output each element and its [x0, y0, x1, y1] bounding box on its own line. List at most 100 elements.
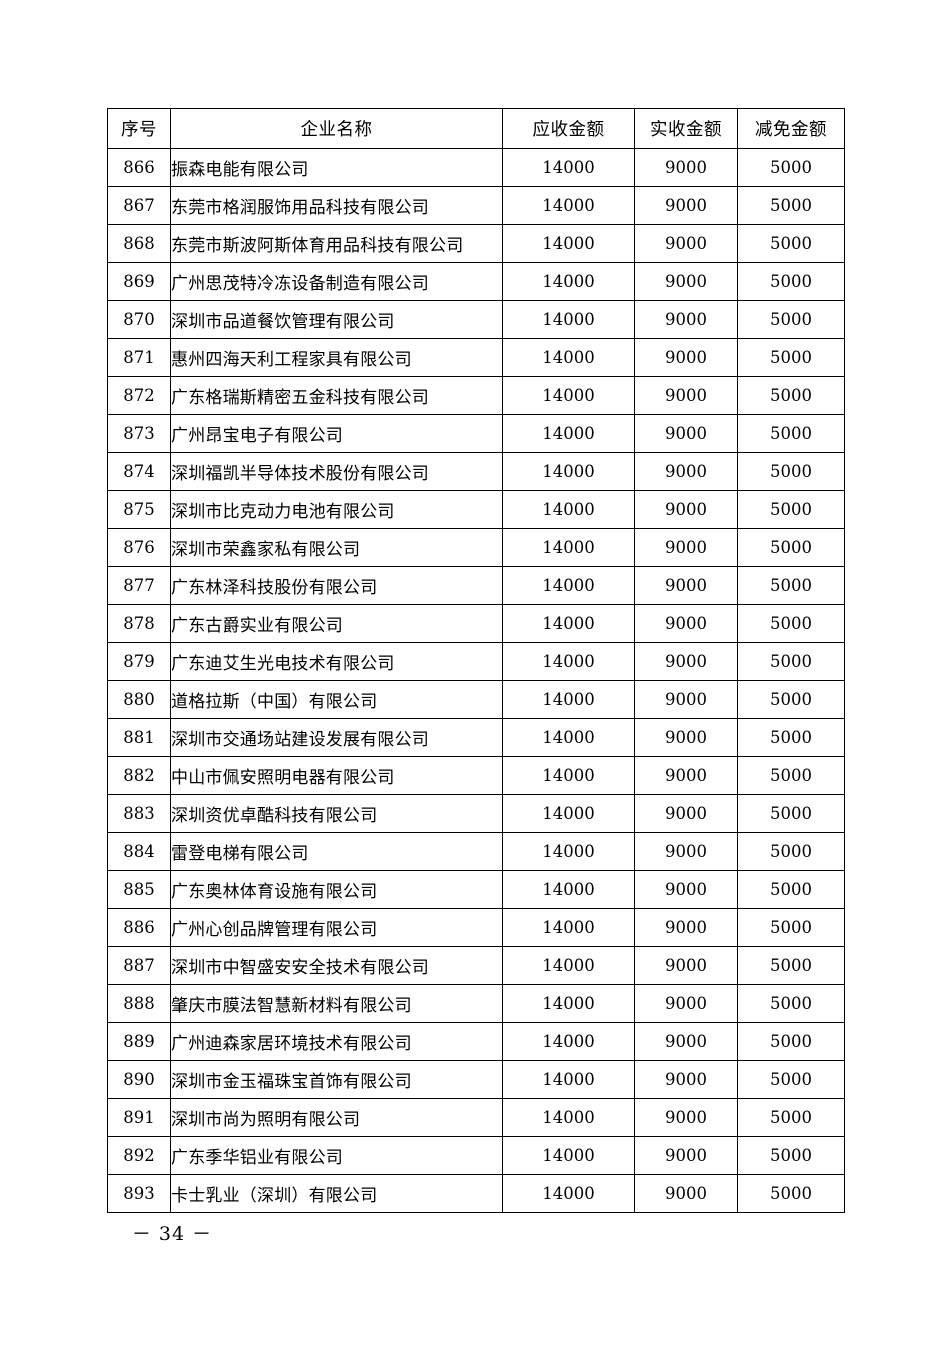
column-header-seq: 序号 — [107, 108, 171, 149]
table-row: 873 广州昂宝电子有限公司 14000 9000 5000 — [107, 414, 845, 453]
cell-amount-due: 14000 — [502, 224, 635, 263]
cell-amount-reduced: 5000 — [737, 680, 845, 719]
table-row: 878 广东古爵实业有限公司 14000 9000 5000 — [107, 604, 845, 643]
cell-amount-paid: 9000 — [634, 642, 738, 681]
cell-amount-paid: 9000 — [634, 224, 738, 263]
cell-enterprise-name: 深圳市尚为照明有限公司 — [170, 1098, 503, 1137]
cell-enterprise-name: 卡士乳业（深圳）有限公司 — [170, 1174, 503, 1213]
cell-amount-due: 14000 — [502, 1174, 635, 1213]
cell-amount-reduced: 5000 — [737, 528, 845, 567]
table-row: 888 肇庆市膜法智慧新材料有限公司 14000 9000 5000 — [107, 984, 845, 1023]
table-row: 891 深圳市尚为照明有限公司 14000 9000 5000 — [107, 1098, 845, 1137]
cell-seq: 890 — [107, 1060, 171, 1099]
cell-seq: 872 — [107, 376, 171, 415]
cell-amount-paid: 9000 — [634, 870, 738, 909]
cell-enterprise-name: 广东格瑞斯精密五金科技有限公司 — [170, 376, 503, 415]
cell-amount-reduced: 5000 — [737, 718, 845, 757]
cell-amount-reduced: 5000 — [737, 756, 845, 795]
cell-amount-reduced: 5000 — [737, 224, 845, 263]
cell-seq: 885 — [107, 870, 171, 909]
cell-amount-paid: 9000 — [634, 148, 738, 187]
table-row: 876 深圳市荣鑫家私有限公司 14000 9000 5000 — [107, 528, 845, 567]
cell-seq: 870 — [107, 300, 171, 339]
cell-amount-reduced: 5000 — [737, 376, 845, 415]
cell-enterprise-name: 广州昂宝电子有限公司 — [170, 414, 503, 453]
cell-enterprise-name: 广东迪艾生光电技术有限公司 — [170, 642, 503, 681]
cell-seq: 880 — [107, 680, 171, 719]
table-row: 893 卡士乳业（深圳）有限公司 14000 9000 5000 — [107, 1174, 845, 1213]
cell-enterprise-name: 广东季华铝业有限公司 — [170, 1136, 503, 1175]
table-row: 886 广州心创品牌管理有限公司 14000 9000 5000 — [107, 908, 845, 947]
cell-seq: 884 — [107, 832, 171, 871]
cell-enterprise-name: 东莞市格润服饰用品科技有限公司 — [170, 186, 503, 225]
cell-enterprise-name: 深圳市金玉福珠宝首饰有限公司 — [170, 1060, 503, 1099]
cell-amount-due: 14000 — [502, 414, 635, 453]
table-row: 869 广州思茂特冷冻设备制造有限公司 14000 9000 5000 — [107, 262, 845, 301]
cell-amount-reduced: 5000 — [737, 832, 845, 871]
cell-seq: 883 — [107, 794, 171, 833]
cell-amount-due: 14000 — [502, 756, 635, 795]
cell-amount-due: 14000 — [502, 1060, 635, 1099]
cell-amount-paid: 9000 — [634, 414, 738, 453]
table-row: 866 振森电能有限公司 14000 9000 5000 — [107, 148, 845, 187]
enterprise-fee-table-container: 序号 企业名称 应收金额 实收金额 减免金额 866 振森电能有限公司 14000 9… — [107, 108, 845, 1213]
cell-seq: 889 — [107, 1022, 171, 1061]
cell-amount-paid: 9000 — [634, 490, 738, 529]
cell-seq: 891 — [107, 1098, 171, 1137]
cell-amount-due: 14000 — [502, 262, 635, 301]
cell-amount-due: 14000 — [502, 1098, 635, 1137]
table-row: 892 广东季华铝业有限公司 14000 9000 5000 — [107, 1136, 845, 1175]
table-row: 870 深圳市品道餐饮管理有限公司 14000 9000 5000 — [107, 300, 845, 339]
page-number: － 34 － — [131, 1223, 213, 1245]
cell-amount-paid: 9000 — [634, 946, 738, 985]
cell-enterprise-name: 振森电能有限公司 — [170, 148, 503, 187]
cell-amount-paid: 9000 — [634, 1174, 738, 1213]
cell-amount-reduced: 5000 — [737, 984, 845, 1023]
cell-enterprise-name: 肇庆市膜法智慧新材料有限公司 — [170, 984, 503, 1023]
cell-seq: 867 — [107, 186, 171, 225]
cell-amount-due: 14000 — [502, 528, 635, 567]
cell-amount-reduced: 5000 — [737, 604, 845, 643]
cell-seq: 878 — [107, 604, 171, 643]
cell-amount-reduced: 5000 — [737, 1174, 845, 1213]
table-row: 887 深圳市中智盛安安全技术有限公司 14000 9000 5000 — [107, 946, 845, 985]
cell-amount-reduced: 5000 — [737, 148, 845, 187]
cell-amount-paid: 9000 — [634, 566, 738, 605]
cell-amount-paid: 9000 — [634, 262, 738, 301]
cell-amount-reduced: 5000 — [737, 566, 845, 605]
cell-amount-due: 14000 — [502, 908, 635, 947]
cell-amount-paid: 9000 — [634, 376, 738, 415]
cell-seq: 886 — [107, 908, 171, 947]
cell-amount-reduced: 5000 — [737, 1022, 845, 1061]
cell-amount-due: 14000 — [502, 1022, 635, 1061]
table-row: 890 深圳市金玉福珠宝首饰有限公司 14000 9000 5000 — [107, 1060, 845, 1099]
cell-amount-paid: 9000 — [634, 338, 738, 377]
table-row: 882 中山市佩安照明电器有限公司 14000 9000 5000 — [107, 756, 845, 795]
cell-amount-due: 14000 — [502, 566, 635, 605]
cell-seq: 875 — [107, 490, 171, 529]
cell-amount-due: 14000 — [502, 376, 635, 415]
cell-amount-due: 14000 — [502, 1136, 635, 1175]
cell-amount-paid: 9000 — [634, 680, 738, 719]
cell-enterprise-name: 深圳市中智盛安安全技术有限公司 — [170, 946, 503, 985]
cell-seq: 887 — [107, 946, 171, 985]
cell-amount-paid: 9000 — [634, 832, 738, 871]
cell-amount-due: 14000 — [502, 680, 635, 719]
cell-amount-paid: 9000 — [634, 604, 738, 643]
cell-amount-due: 14000 — [502, 604, 635, 643]
cell-seq: 866 — [107, 148, 171, 187]
cell-enterprise-name: 广东林泽科技股份有限公司 — [170, 566, 503, 605]
enterprise-fee-table: 序号 企业名称 应收金额 实收金额 减免金额 866 振森电能有限公司 14000 9… — [107, 108, 845, 1213]
cell-amount-due: 14000 — [502, 642, 635, 681]
column-header-enterprise-name: 企业名称 — [170, 108, 503, 149]
cell-enterprise-name: 深圳资优卓酷科技有限公司 — [170, 794, 503, 833]
cell-amount-reduced: 5000 — [737, 870, 845, 909]
cell-amount-reduced: 5000 — [737, 338, 845, 377]
cell-amount-reduced: 5000 — [737, 642, 845, 681]
cell-amount-due: 14000 — [502, 338, 635, 377]
cell-amount-reduced: 5000 — [737, 186, 845, 225]
cell-seq: 873 — [107, 414, 171, 453]
cell-enterprise-name: 雷登电梯有限公司 — [170, 832, 503, 871]
cell-amount-paid: 9000 — [634, 984, 738, 1023]
cell-amount-paid: 9000 — [634, 300, 738, 339]
